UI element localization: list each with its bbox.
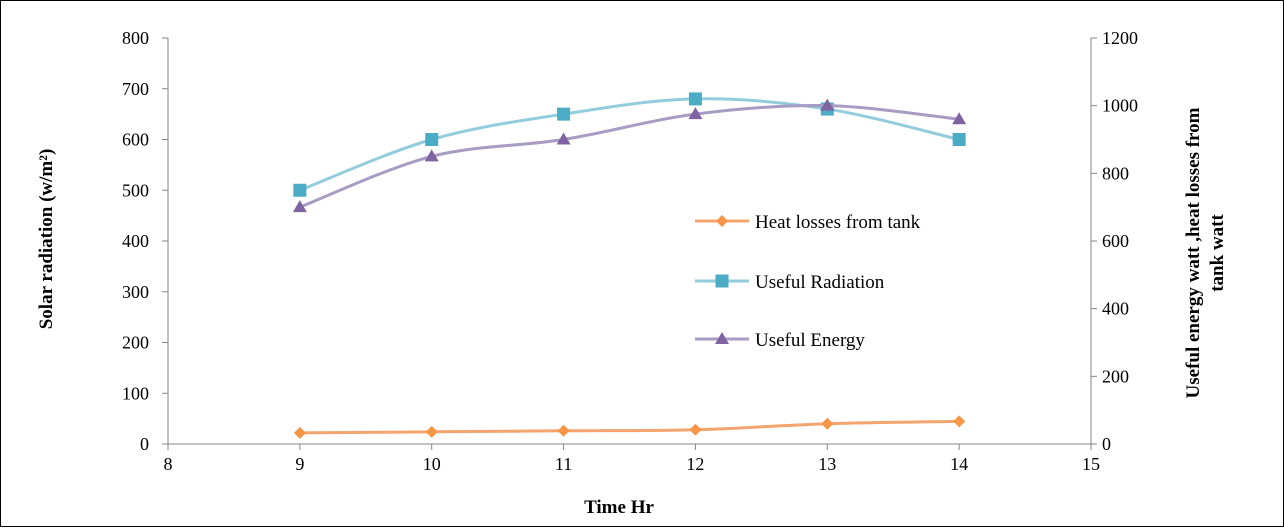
data-point xyxy=(820,98,835,111)
y-tick-label: 100 xyxy=(122,383,149,403)
data-point xyxy=(557,424,570,437)
data-point xyxy=(821,417,834,430)
y2-tick-label: 400 xyxy=(1102,299,1129,319)
legend-label: Useful Energy xyxy=(755,330,865,351)
series-line xyxy=(299,419,960,435)
y-tick-label: 400 xyxy=(122,231,149,251)
y2-tick-label: 0 xyxy=(1102,434,1111,454)
y-tick-label: 500 xyxy=(122,180,149,200)
y-tick-label: 800 xyxy=(122,28,149,48)
legend-entry: Useful Radiation xyxy=(695,272,885,293)
data-point xyxy=(424,149,439,162)
x-tick-label: 11 xyxy=(555,454,572,474)
data-point xyxy=(293,183,307,197)
series-2 xyxy=(292,98,967,213)
legend-entry: Heat losses from tank xyxy=(695,212,921,233)
legend: Heat losses from tank Useful Radiation Use… xyxy=(695,212,921,351)
x-tick-label: 14 xyxy=(950,454,968,474)
y-tick-label: 600 xyxy=(122,130,149,150)
data-point xyxy=(292,200,307,213)
x-tick-label: 15 xyxy=(1082,454,1100,474)
y2-tick-label: 200 xyxy=(1102,366,1129,386)
y-tick-label: 300 xyxy=(122,282,149,302)
y2-tick-label: 600 xyxy=(1102,231,1129,251)
x-tick-label: 9 xyxy=(295,454,304,474)
y2-axis-title-line-2: tank watt xyxy=(1207,214,1228,292)
series-lines xyxy=(292,92,967,439)
data-point xyxy=(952,133,966,146)
x-tick-label: 13 xyxy=(818,454,836,474)
series-line xyxy=(299,97,960,192)
data-point xyxy=(689,423,702,436)
y2-tick-label: 1200 xyxy=(1102,28,1138,48)
legend-label: Useful Radiation xyxy=(755,272,885,293)
x-tick-label: 8 xyxy=(164,454,173,474)
data-point xyxy=(556,132,571,145)
y-tick-label: 200 xyxy=(122,333,149,353)
data-point xyxy=(293,426,306,439)
y2-axis-title-line-1: Useful energy watt ,heat losses from xyxy=(1183,107,1204,398)
data-point xyxy=(557,107,571,121)
x-tick-label: 10 xyxy=(423,454,441,474)
axes: 8 9 10 11 12 13 14 1501002003004005006007008000… xyxy=(122,28,1138,474)
data-point xyxy=(688,92,702,106)
legend-entry: Useful Energy xyxy=(695,330,865,351)
legend-marker xyxy=(715,274,729,288)
series-1 xyxy=(293,92,966,197)
data-point xyxy=(952,112,967,125)
y2-axis-title: Useful energy watt ,heat losses from tan… xyxy=(1183,107,1228,398)
data-point xyxy=(425,425,438,438)
series-0 xyxy=(293,415,966,439)
legend-marker xyxy=(715,332,729,344)
legend-marker xyxy=(716,215,728,227)
y-axis-title: Solar radiation (w/m²) xyxy=(36,149,57,330)
legend-label: Heat losses from tank xyxy=(755,212,921,233)
series-line xyxy=(299,104,960,209)
data-point xyxy=(425,133,439,146)
data-point xyxy=(688,107,703,120)
y2-tick-label: 800 xyxy=(1102,163,1129,183)
y-tick-label: 0 xyxy=(140,434,149,454)
x-axis-title: Time Hr xyxy=(584,497,654,518)
data-point xyxy=(953,415,966,428)
y-tick-label: 700 xyxy=(122,79,149,99)
x-tick-label: 12 xyxy=(686,454,704,474)
y2-tick-label: 1000 xyxy=(1102,96,1138,116)
